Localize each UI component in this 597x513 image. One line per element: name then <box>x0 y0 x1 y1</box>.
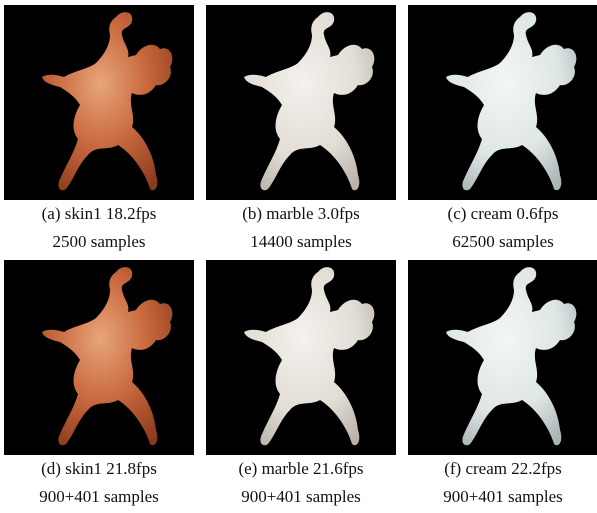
panel: (d) skin1 21.8fps 900+401 samples <box>4 260 194 506</box>
samples: 14400 samples <box>250 232 352 251</box>
panel: (e) marble 21.6fps 900+401 samples <box>206 260 396 506</box>
samples: 900+401 samples <box>241 487 361 506</box>
caption: (d) skin1 21.8fps <box>41 459 157 478</box>
panel: (a) skin1 18.2fps 2500 samples <box>4 5 194 251</box>
caption: (e) marble 21.6fps <box>238 459 363 478</box>
samples: 62500 samples <box>452 232 554 251</box>
caption: (c) cream 0.6fps <box>448 204 559 223</box>
samples: 2500 samples <box>52 232 145 251</box>
panel: (b) marble 3.0fps 14400 samples <box>206 5 396 251</box>
panel: (f) cream 22.2fps 900+401 samples <box>408 260 597 506</box>
figure: (a) skin1 18.2fps 2500 samples (b) marble … <box>0 0 597 513</box>
samples: 900+401 samples <box>443 487 563 506</box>
caption: (b) marble 3.0fps <box>242 204 360 223</box>
panel: (c) cream 0.6fps 62500 samples <box>408 5 597 251</box>
caption: (f) cream 22.2fps <box>444 459 562 478</box>
samples: 900+401 samples <box>39 487 159 506</box>
caption: (a) skin1 18.2fps <box>42 204 157 223</box>
page: {"panels": [ {"caption": "(a) skin1 18.2… <box>0 0 597 513</box>
